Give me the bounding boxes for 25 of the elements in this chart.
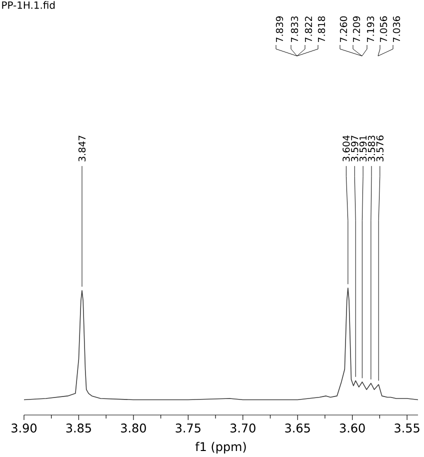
- x-tick-label: 3.60: [340, 424, 365, 433]
- text: 7.036: [392, 16, 400, 42]
- text: 7.209: [352, 16, 360, 42]
- x-tick-label: 3.85: [66, 424, 91, 433]
- text: 7.056: [380, 16, 388, 42]
- text: 7.839: [276, 16, 284, 42]
- x-tick-label: 3.75: [176, 424, 200, 433]
- x-tick-label: 3.55: [394, 424, 420, 433]
- x-tick-label: 3.90: [12, 424, 37, 433]
- text: 7.193: [366, 16, 374, 42]
- annotation: 3.591: [359, 136, 367, 162]
- annotation: 3.583: [368, 136, 376, 162]
- text: 7.818: [318, 16, 326, 42]
- x-tick-label: 3.65: [285, 424, 310, 433]
- annotation: 3.576: [376, 136, 384, 162]
- text: 7.822: [304, 16, 312, 42]
- x-tick-label: 3.70: [230, 424, 256, 433]
- text: 7.260: [340, 16, 348, 42]
- annotation: 3.847: [78, 136, 86, 162]
- annotation: 3.597: [351, 136, 358, 162]
- x-tick-label: 3.80: [121, 424, 146, 433]
- annotation: 3.604: [342, 135, 350, 162]
- chart-title: PP-1H.1.fid: [2, 1, 55, 9]
- text: 7.833: [290, 16, 298, 42]
- x-axis-title: f1 (ppm): [195, 442, 246, 454]
